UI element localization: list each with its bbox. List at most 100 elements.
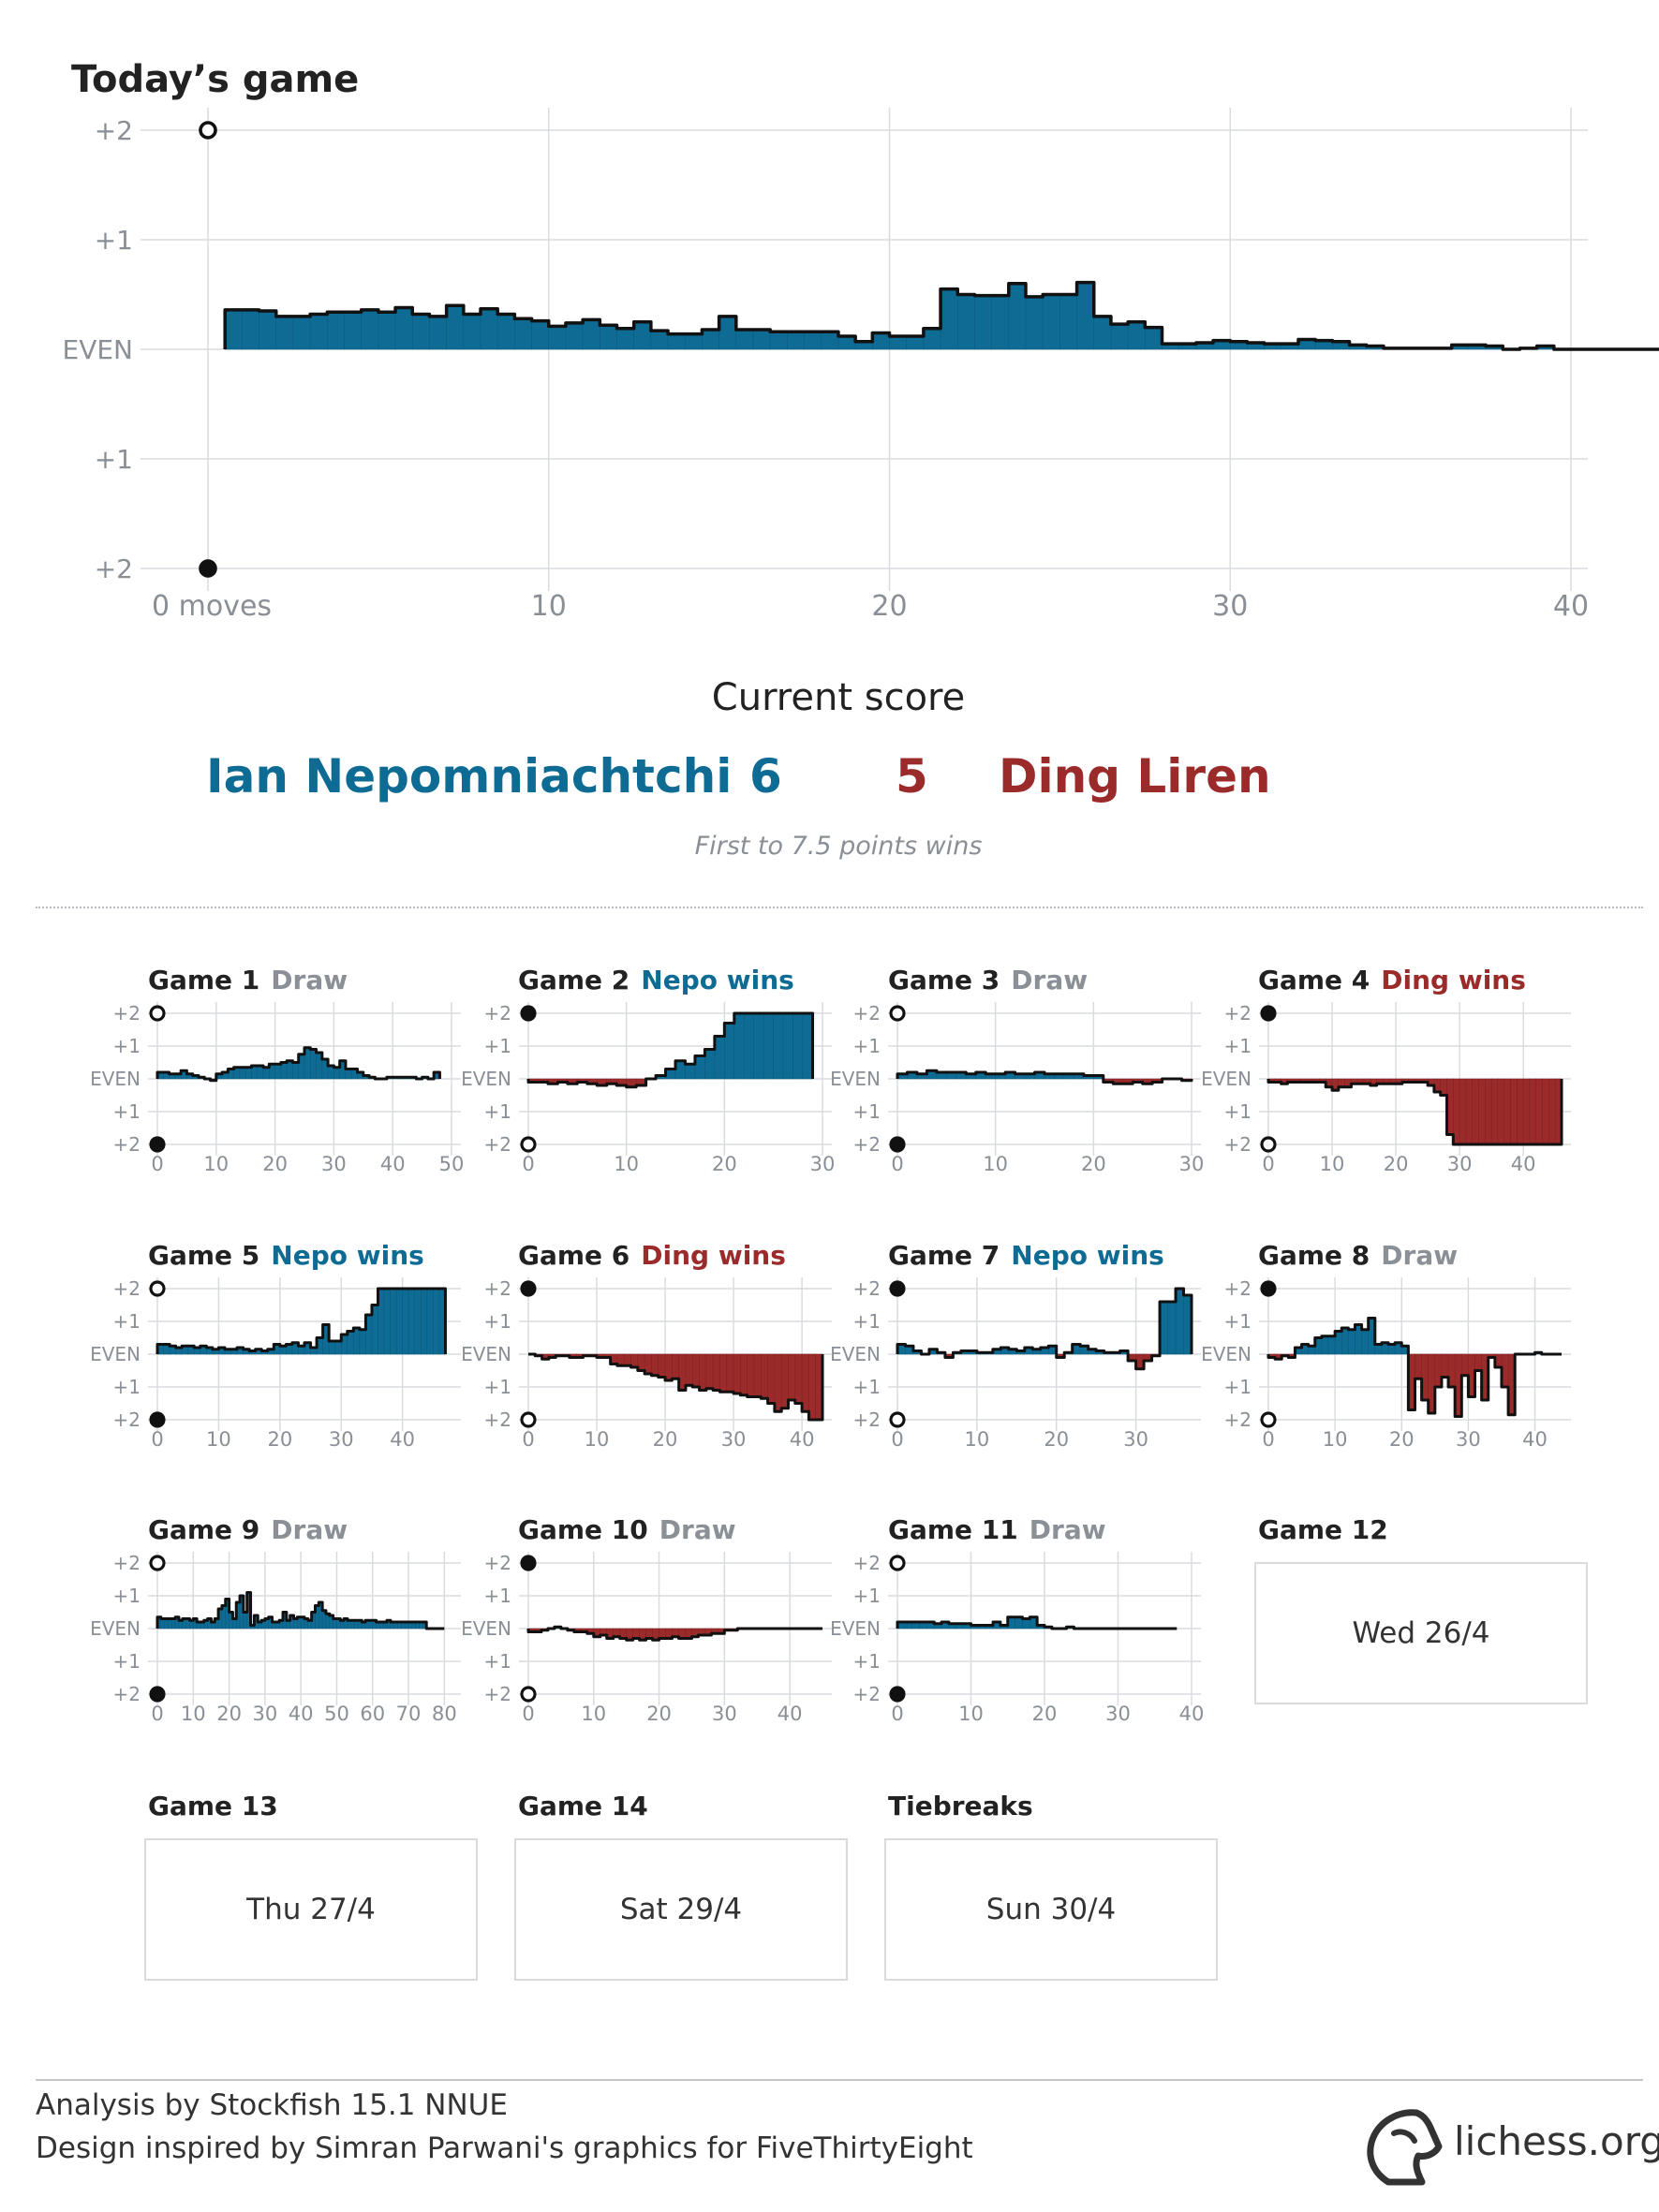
eval-bar	[514, 317, 532, 350]
eval-bar	[1441, 1353, 1449, 1378]
y-tick-label: +2	[113, 1277, 141, 1300]
y-tick-label: +1	[95, 444, 133, 475]
x-tick-label: 10	[203, 1153, 229, 1175]
game-number: Game 4	[1258, 965, 1370, 995]
game-result: Ding wins	[1381, 965, 1526, 995]
eval-bar	[1008, 283, 1027, 350]
eval-bar	[531, 320, 549, 350]
game-number: Game 9	[148, 1514, 260, 1545]
white-piece-marker	[520, 1411, 537, 1428]
x-tick-label: 40	[1511, 1153, 1536, 1175]
x-tick-label: 0	[891, 1703, 903, 1725]
y-tick-label: +1	[95, 225, 133, 256]
black-piece-marker	[520, 1555, 537, 1571]
eval-bar	[957, 294, 975, 350]
y-tick-label: +2	[853, 1683, 881, 1705]
game-title: Game 2 Nepo wins	[518, 965, 794, 995]
game-number: Game 11	[888, 1514, 1018, 1545]
game-title: Game 4 Ding wins	[1258, 965, 1526, 995]
x-tick-label: 0	[1262, 1153, 1274, 1175]
x-tick-label: 0	[522, 1428, 534, 1451]
today-title: Today’s game	[71, 58, 360, 101]
game-title: Game 11 Draw	[888, 1514, 1106, 1545]
y-tick-label: +1	[853, 1310, 881, 1333]
game-result: Draw	[1029, 1514, 1106, 1545]
eval-line	[528, 1352, 824, 1422]
y-tick-label: +2	[853, 1002, 881, 1025]
footer-divider	[36, 2079, 1643, 2081]
y-tick-label: +2	[484, 1277, 511, 1300]
x-tick-label: 60	[360, 1703, 385, 1725]
y-tick-label: +2	[853, 1277, 881, 1300]
black-piece-marker	[1260, 1005, 1277, 1022]
game-result: Draw	[271, 1514, 348, 1545]
game-title: Game 7 Nepo wins	[888, 1240, 1164, 1271]
eval-line	[1266, 1317, 1562, 1418]
x-tick-label: 10	[964, 1428, 989, 1451]
game-chart: +2 +1 EVEN +1 +2 0 10 20 30 40	[1201, 1002, 1571, 1175]
black-piece-marker	[889, 1136, 906, 1153]
white-piece-marker	[889, 1005, 906, 1022]
black-piece-marker	[520, 1280, 537, 1297]
y-tick-label: +1	[484, 1585, 511, 1607]
x-tick-label: 30	[810, 1153, 836, 1175]
white-piece-marker	[889, 1411, 906, 1428]
eval-bar	[582, 319, 600, 350]
eval-bar	[1503, 1078, 1511, 1145]
eval-bar	[1321, 1335, 1329, 1355]
x-tick-label: 30	[1123, 1428, 1148, 1451]
eval-bar	[259, 310, 276, 350]
x-tick-label: 10	[206, 1428, 231, 1451]
white-piece-marker	[520, 1686, 537, 1703]
x-tick-label: 40	[380, 1153, 406, 1175]
lichess-brand: lichess.org	[1454, 2118, 1659, 2164]
eval-bar	[275, 316, 294, 350]
game-chart: +2 +1 EVEN +1 +2 0 10 20 30 40	[461, 1277, 832, 1451]
x-tick-label: 40	[790, 1428, 815, 1451]
y-tick-label: +1	[853, 1585, 881, 1607]
eval-bar	[923, 328, 941, 350]
x-tick-label: 30	[1179, 1153, 1205, 1175]
white-piece-marker	[149, 1280, 166, 1297]
game-number: Game 10	[518, 1514, 648, 1545]
x-tick-label: 20	[267, 1428, 292, 1451]
eval-bar	[429, 316, 447, 350]
eval-bar	[309, 314, 328, 350]
white-piece-marker	[520, 1136, 537, 1153]
game-chart: +2 +1 EVEN +1 +2 0 10 20 30 40	[830, 1552, 1204, 1725]
nepo-score: 6	[749, 749, 782, 804]
y-tick-label: +2	[113, 1552, 141, 1574]
y-tick-label: +2	[853, 1408, 881, 1431]
x-tick-label: 20	[712, 1153, 737, 1175]
x-tick-label: 20	[1081, 1153, 1106, 1175]
y-tick-label: +2	[484, 1408, 511, 1431]
game-chart: +2 +1 EVEN +1 +2 0 10 20 30 40	[1201, 1277, 1571, 1451]
y-tick-label: +1	[113, 1650, 141, 1673]
section-divider	[36, 907, 1643, 908]
eval-bar	[412, 314, 430, 350]
eval-bar	[1510, 1078, 1518, 1145]
eval-line	[896, 1287, 1193, 1371]
eval-bar	[1415, 1353, 1422, 1379]
eval-bar	[769, 332, 788, 350]
x-tick-label: 20	[216, 1703, 242, 1725]
eval-bar	[1461, 1353, 1469, 1376]
x-tick-label: 40	[289, 1703, 314, 1725]
x-tick-label: 20	[1032, 1703, 1058, 1725]
y-tick-label: EVEN	[461, 1068, 511, 1090]
eval-bar	[1529, 1078, 1537, 1145]
y-tick-label: +2	[113, 1133, 141, 1156]
eval-bar	[600, 325, 617, 350]
y-tick-label: EVEN	[830, 1343, 881, 1365]
ding-score: 5	[896, 749, 928, 804]
eval-line	[896, 1615, 1178, 1630]
eval-bar	[1465, 1078, 1473, 1145]
x-tick-label: 20	[1384, 1153, 1409, 1175]
eval-bar	[1548, 1078, 1556, 1145]
x-tick-label: 10	[181, 1703, 206, 1725]
eval-bar	[889, 335, 907, 350]
x-tick-label: 20	[1389, 1428, 1415, 1451]
schedule-title: Game 13	[148, 1791, 278, 1821]
eval-bar	[804, 332, 822, 350]
white-piece-marker	[1260, 1136, 1277, 1153]
